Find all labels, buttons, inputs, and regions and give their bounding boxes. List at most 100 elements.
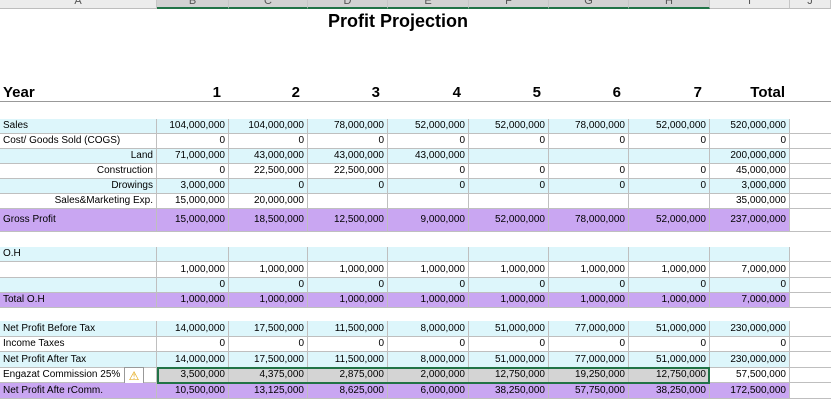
cell-value[interactable]: 200,000,000 <box>710 149 790 164</box>
cell-value[interactable]: 78,000,000 <box>549 209 629 232</box>
cell-value[interactable]: 0 <box>469 164 549 179</box>
cell-value[interactable]: 1,000,000 <box>157 293 229 308</box>
cell-value[interactable]: 52,000,000 <box>629 209 710 232</box>
cell-value[interactable]: 43,000,000 <box>308 149 388 164</box>
cell-value[interactable]: 1,000,000 <box>469 262 549 278</box>
cell-value[interactable]: 0 <box>549 278 629 293</box>
cell-value[interactable]: 14,000,000 <box>157 321 229 337</box>
cell-value[interactable]: 52,000,000 <box>469 119 549 134</box>
cell-value[interactable]: 172,500,000 <box>710 383 790 399</box>
cell-value[interactable] <box>308 194 388 209</box>
column-header[interactable]: J <box>790 0 831 9</box>
cell-value[interactable]: 0 <box>629 134 710 149</box>
cell-value[interactable]: 0 <box>388 164 469 179</box>
cell-value[interactable]: 12,500,000 <box>308 209 388 232</box>
cell-value[interactable]: 1,000,000 <box>388 262 469 278</box>
cell-value[interactable]: 17,500,000 <box>229 352 308 368</box>
cell-value[interactable]: 51,000,000 <box>469 321 549 337</box>
cell-value[interactable] <box>629 247 710 262</box>
cell-value[interactable]: 0 <box>710 337 790 352</box>
column-header[interactable]: E <box>388 0 469 9</box>
cell-value[interactable]: 45,000,000 <box>710 164 790 179</box>
cell-value[interactable]: 22,500,000 <box>308 164 388 179</box>
cell-value[interactable]: 0 <box>469 134 549 149</box>
cell-value[interactable]: 0 <box>710 134 790 149</box>
cell-value[interactable]: 0 <box>229 337 308 352</box>
cell-value[interactable]: 1,000,000 <box>308 293 388 308</box>
cell-value[interactable]: 43,000,000 <box>229 149 308 164</box>
cell-value[interactable]: 77,000,000 <box>549 352 629 368</box>
column-header[interactable]: C <box>229 0 308 9</box>
cell-value[interactable]: 7,000,000 <box>710 293 790 308</box>
cell-value[interactable]: 0 <box>157 337 229 352</box>
cell-value[interactable]: 1,000,000 <box>157 262 229 278</box>
cell-value[interactable]: 230,000,000 <box>710 321 790 337</box>
column-header[interactable]: I <box>710 0 790 9</box>
cell-value[interactable] <box>229 247 308 262</box>
cell-value[interactable]: 1,000,000 <box>229 262 308 278</box>
cell-value[interactable]: 8,000,000 <box>388 321 469 337</box>
cell-value[interactable]: 15,000,000 <box>157 194 229 209</box>
cell-value[interactable]: 51,000,000 <box>629 321 710 337</box>
cell-value[interactable]: 0 <box>469 278 549 293</box>
cell-value[interactable] <box>549 149 629 164</box>
cell-value[interactable]: 8,000,000 <box>388 352 469 368</box>
cell-value[interactable]: 1,000,000 <box>549 293 629 308</box>
cell-value[interactable]: 6,000,000 <box>388 383 469 399</box>
cell-value[interactable] <box>308 247 388 262</box>
cell-value[interactable]: 57,500,000 <box>710 368 790 383</box>
cell-value[interactable]: 0 <box>629 164 710 179</box>
cell-value[interactable]: 78,000,000 <box>549 119 629 134</box>
cell-value[interactable]: 0 <box>629 278 710 293</box>
cell-value[interactable] <box>549 247 629 262</box>
cell-value[interactable]: 230,000,000 <box>710 352 790 368</box>
cell-value[interactable]: 3,000,000 <box>710 179 790 194</box>
cell-value[interactable] <box>157 247 229 262</box>
column-header[interactable]: B <box>157 0 229 9</box>
cell-value[interactable]: 1,000,000 <box>229 293 308 308</box>
column-header[interactable]: D <box>308 0 388 9</box>
cell-value[interactable]: 0 <box>629 179 710 194</box>
cell-value[interactable]: 520,000,000 <box>710 119 790 134</box>
cell-value[interactable]: 0 <box>229 179 308 194</box>
cell-value[interactable]: 0 <box>229 278 308 293</box>
cell-value[interactable] <box>629 149 710 164</box>
cell-value[interactable]: 0 <box>469 337 549 352</box>
cell-value[interactable]: 1,000,000 <box>388 293 469 308</box>
cell-value[interactable]: 0 <box>549 164 629 179</box>
column-header[interactable]: G <box>549 0 629 9</box>
cell-value[interactable]: 10,500,000 <box>157 383 229 399</box>
cell-value[interactable]: 11,500,000 <box>308 352 388 368</box>
cell-value[interactable]: 0 <box>549 134 629 149</box>
cell-value[interactable]: 51,000,000 <box>469 352 549 368</box>
cell-value[interactable] <box>629 194 710 209</box>
cell-value[interactable]: 35,000,000 <box>710 194 790 209</box>
column-header[interactable]: A <box>0 0 157 9</box>
cell-value[interactable]: 52,000,000 <box>469 209 549 232</box>
cell-value[interactable] <box>549 194 629 209</box>
cell-value[interactable]: 43,000,000 <box>388 149 469 164</box>
cell-value[interactable]: 0 <box>157 134 229 149</box>
cell-value[interactable]: 0 <box>308 278 388 293</box>
cell-value[interactable] <box>469 247 549 262</box>
cell-value[interactable]: 51,000,000 <box>629 352 710 368</box>
cell-value[interactable]: 22,500,000 <box>229 164 308 179</box>
cell-value[interactable] <box>710 247 790 262</box>
cell-value[interactable]: 0 <box>308 179 388 194</box>
cell-value[interactable]: 3,000,000 <box>157 179 229 194</box>
cell-value[interactable]: 0 <box>549 179 629 194</box>
cell-value[interactable]: 1,000,000 <box>469 293 549 308</box>
cell-value[interactable]: 104,000,000 <box>157 119 229 134</box>
cell-value[interactable]: 18,500,000 <box>229 209 308 232</box>
cell-value[interactable]: 0 <box>710 278 790 293</box>
cell-value[interactable]: 104,000,000 <box>229 119 308 134</box>
cell-value[interactable]: 52,000,000 <box>388 119 469 134</box>
cell-value[interactable] <box>469 194 549 209</box>
cell-value[interactable]: 20,000,000 <box>229 194 308 209</box>
cell-value[interactable]: 0 <box>388 134 469 149</box>
cell-value[interactable]: 0 <box>157 278 229 293</box>
cell-value[interactable]: 0 <box>549 337 629 352</box>
column-header[interactable]: F <box>469 0 549 9</box>
cell-value[interactable]: 13,125,000 <box>229 383 308 399</box>
cell-value[interactable]: 0 <box>629 337 710 352</box>
